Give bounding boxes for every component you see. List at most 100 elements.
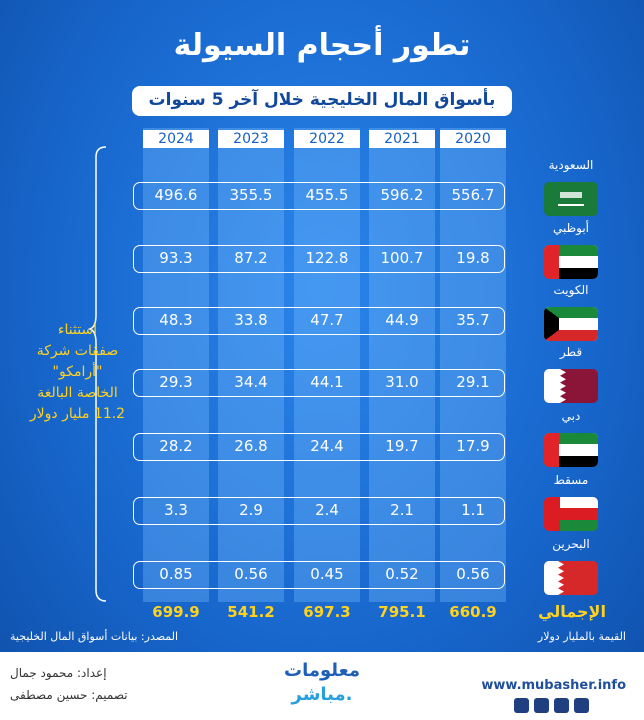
- row-box: [133, 433, 505, 461]
- column-band: [218, 128, 284, 602]
- facebook-icon[interactable]: [514, 698, 529, 713]
- value-cell: 35.7: [456, 311, 490, 329]
- row-box: [133, 369, 505, 397]
- market-name: دبي: [561, 409, 581, 423]
- value-cell: 24.4: [310, 437, 344, 455]
- value-cell: 31.0: [385, 373, 419, 391]
- note: استثناء صفقات شركة "أرامكو" الخاصة البالغة 1…: [20, 320, 135, 425]
- value-cell: 87.2: [234, 249, 268, 267]
- row-box: [133, 307, 505, 335]
- column-band: [440, 128, 506, 602]
- title: تطور أحجام السيولة: [173, 28, 471, 63]
- column-band: [369, 128, 435, 602]
- value-cell: 44.1: [310, 373, 344, 391]
- value-cell: 0.85: [159, 565, 193, 583]
- flag: [544, 561, 598, 595]
- total-cell: 541.2: [227, 603, 275, 621]
- note-line: استثناء: [57, 322, 98, 338]
- x-icon[interactable]: [534, 698, 549, 713]
- value-cell: 1.1: [461, 501, 485, 519]
- row-box: [133, 182, 505, 210]
- row-box: [133, 245, 505, 273]
- value-cell: 26.8: [234, 437, 268, 455]
- value-cell: 19.8: [456, 249, 490, 267]
- flag: [544, 369, 598, 403]
- value-cell: 48.3: [159, 311, 193, 329]
- flag-shape: [544, 433, 598, 467]
- column-band: [294, 128, 360, 602]
- flag-shape: [544, 561, 598, 595]
- value-cell: 17.9: [456, 437, 490, 455]
- value-cell: 2.9: [239, 501, 263, 519]
- value-cell: 19.7: [385, 437, 419, 455]
- value-cell: 29.1: [456, 373, 490, 391]
- flag-shape: [544, 245, 598, 279]
- note-line: صفقات شركة: [36, 343, 119, 359]
- prepared-by: إعداد: محمود جمال: [10, 666, 107, 680]
- designed-by: تصميم: حسين مصطفى: [10, 688, 128, 702]
- market-name: البحرين: [552, 537, 590, 551]
- year-header: 2021: [369, 130, 435, 148]
- flag-shape: [544, 369, 598, 403]
- flag: [544, 433, 598, 467]
- market-name: قطر: [559, 345, 583, 359]
- flag: [544, 182, 598, 216]
- year-header: 2020: [440, 130, 506, 148]
- market-name: الكويت: [553, 283, 589, 297]
- value-cell: 596.2: [380, 186, 424, 204]
- market-name: مسقط: [553, 473, 589, 487]
- flag-shape: [544, 307, 598, 341]
- value-cell: 122.8: [305, 249, 349, 267]
- unit: القيمة بالمليار دولار: [537, 630, 626, 643]
- total-cell: 699.9: [152, 603, 200, 621]
- subtitle: بأسواق المال الخليجية خلال آخر 5 سنوات: [148, 90, 496, 110]
- year-header: 2023: [218, 130, 284, 148]
- value-cell: 29.3: [159, 373, 193, 391]
- youtube-icon[interactable]: [574, 698, 589, 713]
- value-cell: 93.3: [159, 249, 193, 267]
- value-cell: 2.1: [390, 501, 414, 519]
- logo-bottom: مباشر.: [291, 684, 353, 705]
- flag-shape: [544, 497, 598, 531]
- year-header: 2022: [294, 130, 360, 148]
- value-cell: 455.5: [305, 186, 349, 204]
- note-line: الخاصة البالغة: [37, 385, 118, 401]
- logo-top: معلومات: [284, 660, 360, 681]
- row-box: [133, 497, 505, 525]
- website[interactable]: www.mubasher.info: [481, 678, 626, 693]
- total-cell: 697.3: [303, 603, 351, 621]
- instagram-icon[interactable]: [554, 698, 569, 713]
- value-cell: 47.7: [310, 311, 344, 329]
- total-cell: 660.9: [449, 603, 497, 621]
- note-line: "أرامكو": [52, 364, 103, 380]
- value-cell: 496.6: [154, 186, 198, 204]
- value-cell: 2.4: [315, 501, 339, 519]
- row-box: [133, 561, 505, 589]
- value-cell: 0.56: [456, 565, 490, 583]
- social-icons: [514, 698, 589, 713]
- note-line: 11.2 مليار دولار: [29, 406, 126, 422]
- value-cell: 33.8: [234, 311, 268, 329]
- column-band: [143, 128, 209, 602]
- year-header: 2024: [143, 130, 209, 148]
- flag-shape: [544, 182, 598, 216]
- value-cell: 100.7: [380, 249, 424, 267]
- market-name: أبوظبي: [552, 221, 590, 235]
- value-cell: 3.3: [164, 501, 188, 519]
- value-cell: 0.56: [234, 565, 268, 583]
- total-label: الإجمالي: [538, 602, 606, 621]
- flag: [544, 307, 598, 341]
- total-cell: 795.1: [378, 603, 426, 621]
- value-cell: 355.5: [229, 186, 273, 204]
- value-cell: 556.7: [451, 186, 495, 204]
- value-cell: 44.9: [385, 311, 419, 329]
- bracket: [88, 146, 107, 602]
- value-cell: 0.45: [310, 565, 344, 583]
- flag: [544, 245, 598, 279]
- source: المصدر: بيانات أسواق المال الخليجية: [10, 630, 179, 643]
- market-name: السعودية: [548, 158, 594, 172]
- value-cell: 28.2: [159, 437, 193, 455]
- flag: [544, 497, 598, 531]
- subtitle-box: [132, 86, 512, 116]
